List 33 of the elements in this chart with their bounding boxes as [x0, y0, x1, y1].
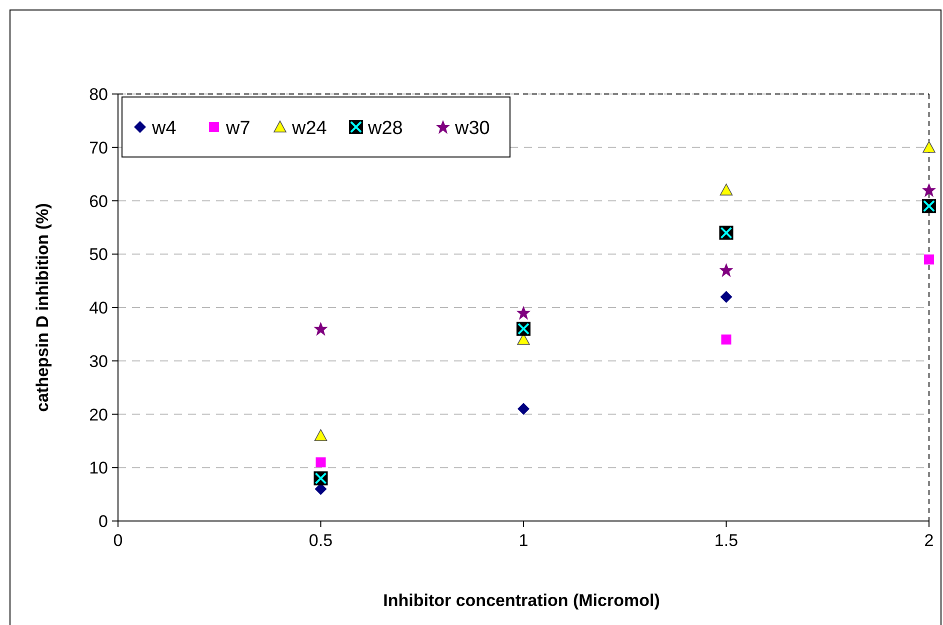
legend-label: w4: [151, 118, 177, 139]
point: [516, 306, 530, 320]
point: [720, 290, 732, 303]
point: [924, 254, 934, 264]
y-tick-label: 10: [89, 458, 108, 478]
point: [314, 429, 328, 441]
point: [922, 140, 936, 153]
x-axis-title: Inhibitor concentration (Micromol): [383, 591, 660, 610]
y-tick-label: 60: [89, 192, 108, 211]
point: [719, 263, 734, 278]
y-tick-label: 30: [89, 352, 108, 371]
x-tick-label: 0: [113, 531, 123, 550]
y-tick-label: 70: [89, 138, 108, 158]
legend-label: w7: [225, 118, 250, 139]
y-tick-label: 50: [89, 245, 108, 264]
y-axis-title: cathepsin D inhibition (%): [33, 203, 52, 412]
x-tick-label: 1: [518, 531, 528, 550]
point: [314, 322, 328, 336]
x-tick-label: 1.5: [714, 531, 738, 550]
point: [518, 402, 530, 415]
legend-label: w30: [454, 118, 490, 139]
point: [720, 184, 733, 196]
y-tick-label: 80: [89, 85, 108, 104]
point: [922, 183, 936, 198]
legend-label: w28: [367, 118, 403, 139]
legend-label: w24: [291, 118, 328, 139]
x-tick-label: 2: [924, 531, 934, 550]
x-tick-label: 0.5: [308, 531, 333, 550]
y-tick-label: 0: [98, 512, 108, 531]
y-tick-label: 40: [89, 298, 108, 318]
point: [316, 457, 326, 468]
y-tick-label: 20: [89, 405, 108, 424]
point: [721, 334, 732, 345]
